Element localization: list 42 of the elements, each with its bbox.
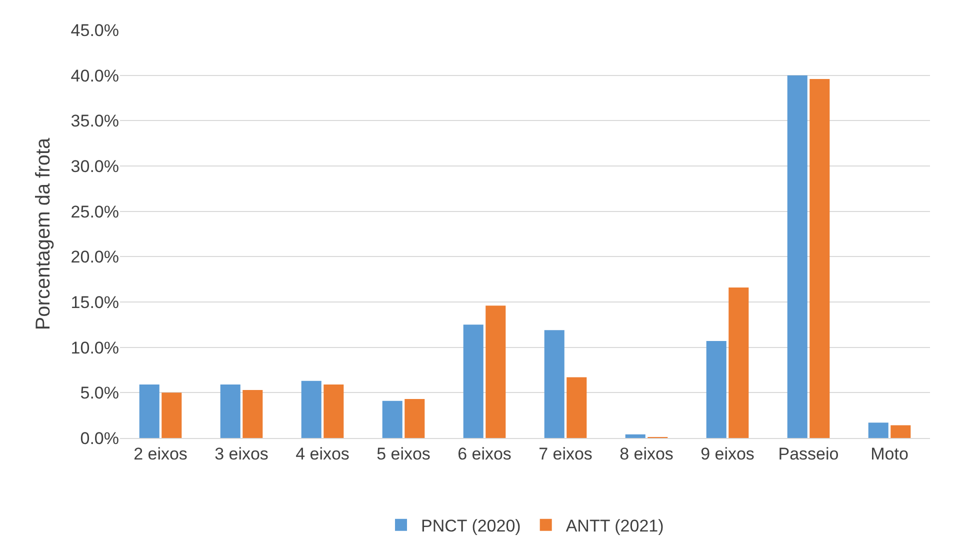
legend-label: PNCT (2020) [421,516,521,536]
bar [890,425,911,438]
bar [382,400,402,438]
y-tick-label: 0.0% [80,428,119,448]
bar [139,384,160,438]
bar [625,434,646,438]
bar [787,75,808,438]
bar [810,78,830,438]
bar [404,399,425,438]
x-tick-label: 9 eixos [700,444,754,464]
bar [162,392,182,438]
x-tick-label: 6 eixos [458,444,512,464]
x-tick-label: 4 eixos [296,444,350,464]
y-axis-title: Porcentagem da frota [32,136,54,330]
x-tick-label: 7 eixos [538,444,592,464]
bar [706,340,726,438]
bar [324,384,344,438]
x-tick-label: Moto [870,444,908,464]
y-tick-label: 30.0% [70,156,119,176]
y-tick-label: 10.0% [70,338,119,358]
x-tick-label: 3 eixos [214,444,268,464]
y-tick-label: 20.0% [70,248,119,267]
y-tick-label: 15.0% [70,292,119,312]
x-tick-label: 5 eixos [376,444,430,464]
bar [463,324,484,438]
x-tick-label: 8 eixos [620,444,674,464]
y-tick-label: 5.0% [80,384,119,403]
y-tick-label: 25.0% [70,202,119,222]
x-tick-label: Passeio [778,444,839,464]
y-tick-label: 40.0% [70,66,119,86]
bar [486,306,506,438]
bar [242,390,263,438]
x-tick-label: 2 eixos [134,444,188,464]
bar [544,330,564,438]
bar [301,380,322,438]
bar [728,287,749,438]
bar [868,422,888,438]
y-tick-label: 35.0% [70,112,119,131]
bar [566,377,587,438]
y-tick-label: 45.0% [70,20,119,40]
bar [220,384,240,438]
legend-label: ANTT (2021) [566,516,664,536]
